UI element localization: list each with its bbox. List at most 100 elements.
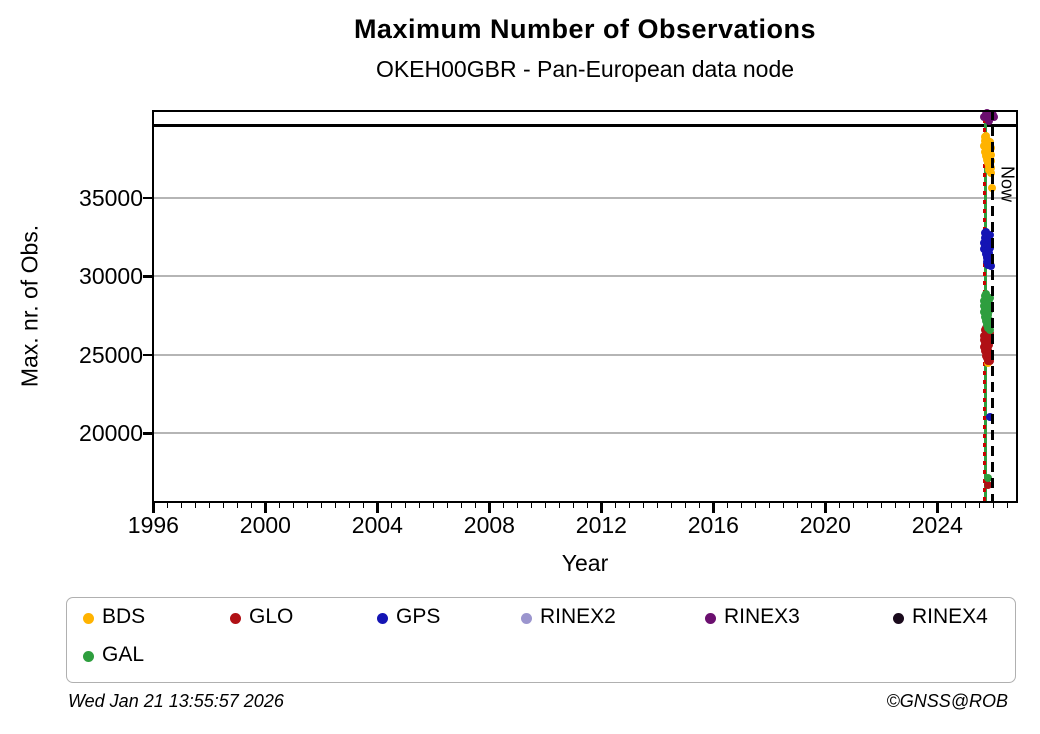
x-major-tick xyxy=(264,503,267,513)
y-gridline xyxy=(152,196,1018,199)
x-tick-label: 1996 xyxy=(127,512,179,538)
x-minor-tick xyxy=(894,503,897,508)
x-minor-tick xyxy=(418,503,421,508)
plot-frame xyxy=(152,110,1018,503)
x-minor-tick xyxy=(292,503,295,508)
x-minor-tick xyxy=(810,503,813,508)
x-minor-tick xyxy=(684,503,687,508)
reference-line xyxy=(152,123,1018,127)
legend-marker-icon xyxy=(521,613,532,624)
x-minor-tick xyxy=(474,503,477,508)
y-tick-label: 30000 xyxy=(79,263,143,290)
x-major-tick xyxy=(376,503,379,513)
x-minor-tick xyxy=(950,503,953,508)
x-minor-tick xyxy=(768,503,771,508)
data-point-gps xyxy=(986,412,995,421)
legend-label: BDS xyxy=(102,605,146,628)
chart-subtitle: OKEH00GBR - Pan-European data node xyxy=(375,56,795,82)
x-minor-tick xyxy=(208,503,211,508)
x-tick-label: 2004 xyxy=(351,512,403,538)
y-major-tick xyxy=(143,353,152,357)
x-major-tick xyxy=(936,503,939,513)
y-axis-title: Max. nr. of Obs. xyxy=(16,224,43,388)
x-minor-tick xyxy=(796,503,799,508)
x-minor-tick xyxy=(852,503,855,508)
data-point-gal xyxy=(984,311,993,320)
x-tick-label: 2008 xyxy=(463,512,515,538)
x-minor-tick xyxy=(656,503,659,508)
x-minor-tick xyxy=(586,503,589,508)
now-label: Now xyxy=(997,166,1018,203)
x-minor-tick xyxy=(348,503,351,508)
legend-label: GLO xyxy=(249,605,294,628)
x-tick-label: 2012 xyxy=(575,512,627,538)
x-major-tick xyxy=(152,503,155,513)
x-major-tick xyxy=(600,503,603,513)
y-gridline xyxy=(152,432,1018,435)
x-tick-label: 2000 xyxy=(239,512,291,538)
legend-marker-icon xyxy=(83,613,94,624)
data-point-glo xyxy=(986,357,995,366)
x-minor-tick xyxy=(838,503,841,508)
data-point-gal xyxy=(981,290,990,299)
legend-label: GAL xyxy=(102,643,145,666)
x-minor-tick xyxy=(222,503,225,508)
x-minor-tick xyxy=(404,503,407,508)
y-tick-label: 35000 xyxy=(79,184,143,211)
x-minor-tick xyxy=(306,503,309,508)
data-point-glo xyxy=(986,352,994,361)
data-point-bds xyxy=(986,164,995,173)
data-point-gal xyxy=(986,325,995,334)
x-minor-tick xyxy=(992,503,995,508)
x-minor-tick xyxy=(614,503,617,508)
y-gridline xyxy=(152,353,1018,356)
y-major-tick xyxy=(143,196,152,200)
x-major-tick xyxy=(488,503,491,513)
x-minor-tick xyxy=(278,503,281,508)
data-point-gal xyxy=(984,298,993,307)
y-major-tick xyxy=(143,432,152,435)
legend-marker-icon xyxy=(705,613,716,624)
data-point-gps xyxy=(986,231,994,240)
x-minor-tick xyxy=(516,503,519,508)
data-point-gal xyxy=(985,306,994,315)
x-minor-tick xyxy=(460,503,463,508)
x-minor-tick xyxy=(544,503,547,508)
x-major-tick xyxy=(824,503,827,513)
x-minor-tick xyxy=(446,503,449,508)
x-minor-tick xyxy=(754,503,757,508)
x-tick-label: 2016 xyxy=(687,512,739,538)
x-minor-tick xyxy=(628,503,631,508)
x-minor-tick xyxy=(740,503,743,508)
data-point-gps xyxy=(986,256,995,265)
x-minor-tick xyxy=(782,503,785,508)
x-minor-tick xyxy=(922,503,925,508)
x-minor-tick xyxy=(670,503,673,508)
data-point-gps xyxy=(986,262,995,271)
x-minor-tick xyxy=(1006,503,1009,508)
x-minor-tick xyxy=(362,503,365,508)
data-point-glo xyxy=(984,480,993,489)
data-point-rinex3 xyxy=(985,116,994,125)
data-point-glo xyxy=(984,333,993,342)
x-major-tick xyxy=(712,503,715,513)
x-minor-tick xyxy=(698,503,701,508)
legend-label: RINEX3 xyxy=(724,605,800,628)
data-point-glo xyxy=(985,341,994,350)
x-minor-tick xyxy=(236,503,239,508)
x-minor-tick xyxy=(334,503,337,508)
x-minor-tick xyxy=(166,503,169,508)
now-line xyxy=(991,110,995,503)
data-point-gal xyxy=(986,319,994,328)
x-minor-tick xyxy=(908,503,911,508)
x-minor-tick xyxy=(320,503,323,508)
chart-title: Maximum Number of Observations xyxy=(353,14,817,44)
x-minor-tick xyxy=(964,503,967,508)
x-minor-tick xyxy=(558,503,561,508)
x-minor-tick xyxy=(194,503,197,508)
x-minor-tick xyxy=(250,503,253,508)
data-point-gps xyxy=(985,243,994,252)
data-point-gal xyxy=(985,294,994,303)
x-minor-tick xyxy=(180,503,183,508)
